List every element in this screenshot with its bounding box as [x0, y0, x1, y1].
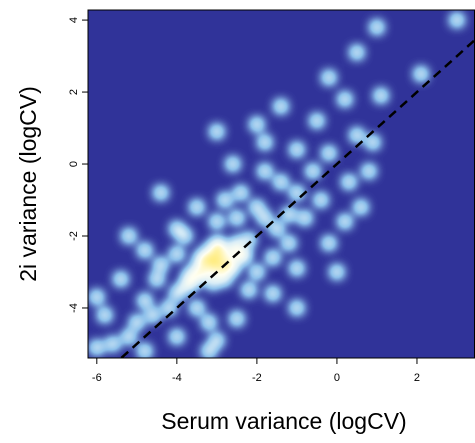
density-point: [225, 261, 240, 276]
density-point: [365, 135, 380, 150]
density-point: [341, 175, 356, 190]
x-tick-label: 2: [414, 372, 420, 384]
density-point: [249, 200, 264, 215]
density-point: [321, 236, 336, 251]
density-point: [213, 239, 228, 254]
density-field: [89, 13, 464, 358]
density-point: [269, 221, 284, 236]
density-point: [337, 214, 352, 229]
density-point: [257, 164, 272, 179]
x-axis-title: Serum variance (logCV): [161, 408, 406, 434]
overlay: [119, 38, 475, 358]
density-point: [289, 185, 304, 200]
density-point: [217, 272, 232, 287]
x-tick-label: -2: [252, 372, 262, 384]
density-point: [273, 175, 288, 190]
density-point: [241, 282, 256, 297]
density-point: [237, 246, 252, 261]
density-point: [265, 286, 280, 301]
density-point: [249, 117, 264, 132]
density-point: [153, 257, 168, 272]
density-point: [209, 124, 224, 139]
density-point: [189, 200, 204, 215]
density-point: [97, 308, 112, 323]
density-point: [201, 315, 216, 330]
density-point: [313, 193, 328, 208]
density-point: [153, 185, 168, 200]
density-point: [129, 315, 144, 330]
density-point: [353, 200, 368, 215]
density-point: [105, 336, 120, 351]
density-point: [373, 88, 388, 103]
density-point: [89, 290, 104, 305]
density-point: [249, 264, 264, 279]
density-point: [257, 211, 272, 226]
density-point: [241, 232, 256, 247]
density-point: [181, 268, 196, 283]
density-point: [121, 329, 136, 344]
density-point: [233, 185, 248, 200]
density-point: [349, 128, 364, 143]
density-point: [137, 243, 152, 258]
density-point: [413, 67, 428, 82]
density-point: [161, 300, 176, 315]
density-point: [329, 264, 344, 279]
density-point: [137, 293, 152, 308]
density-point: [209, 214, 224, 229]
x-tick-label: -4: [172, 372, 182, 384]
density-point: [361, 164, 376, 179]
density-point: [189, 300, 204, 315]
density-point: [121, 229, 136, 244]
density-point: [169, 286, 184, 301]
density-point: [337, 92, 352, 107]
y-tick-label: 2: [68, 89, 80, 95]
density-point: [217, 193, 232, 208]
density-point: [321, 70, 336, 85]
density-point: [149, 272, 164, 287]
density-point: [257, 135, 272, 150]
density-point: [305, 164, 320, 179]
density-point: [205, 275, 220, 290]
density-point: [89, 340, 104, 355]
x-tick-label: 0: [334, 372, 340, 384]
density-point: [349, 45, 364, 60]
density-point: [169, 246, 184, 261]
density-point: [273, 99, 288, 114]
y-tick-label: -4: [68, 303, 80, 313]
density-point: [137, 344, 152, 358]
density-point: [169, 221, 184, 236]
density-point: [289, 142, 304, 157]
x-tick-label: -6: [92, 372, 102, 384]
density-point: [169, 329, 184, 344]
density-point: [289, 261, 304, 276]
density-point: [281, 236, 296, 251]
density-point: [289, 300, 304, 315]
density-point: [369, 20, 384, 35]
density-point: [113, 272, 128, 287]
density-point: [321, 146, 336, 161]
density-point: [145, 308, 160, 323]
density-point: [297, 211, 312, 226]
density-point: [265, 250, 280, 265]
y-tick-label: 0: [68, 161, 80, 167]
density-point: [281, 207, 296, 222]
density-point: [229, 211, 244, 226]
density-point: [201, 344, 216, 358]
density-point: [193, 250, 208, 265]
density-point: [449, 13, 464, 28]
y-tick-label: 4: [68, 17, 80, 23]
y-tick-label: -2: [68, 231, 80, 241]
density-point: [309, 113, 324, 128]
density-point: [209, 333, 224, 348]
reference-line: [119, 38, 475, 358]
density-point: [229, 311, 244, 326]
y-axis-title: 2i variance (logCV): [15, 86, 41, 282]
density-point: [229, 236, 244, 251]
density-point: [225, 157, 240, 172]
